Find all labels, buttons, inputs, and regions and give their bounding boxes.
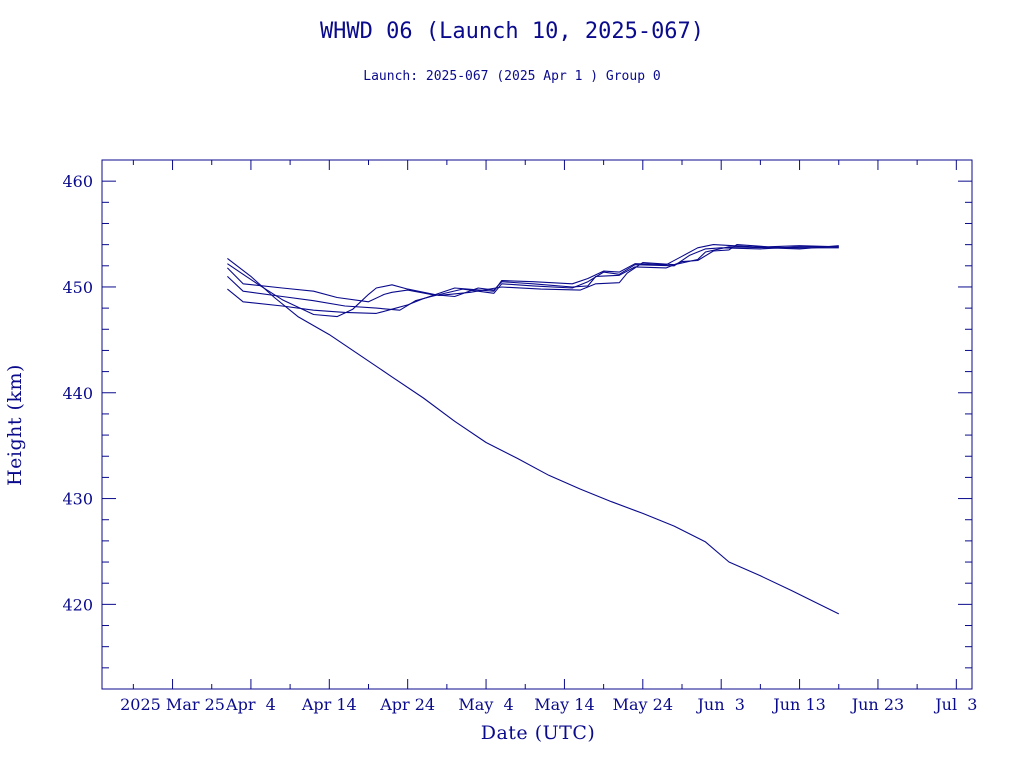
y-tick-label: 460 <box>62 172 93 191</box>
x-tick-label: Apr 14 <box>301 695 357 714</box>
x-tick-label: Apr 4 <box>225 695 276 714</box>
x-tick-label: May 4 <box>458 695 513 714</box>
x-axis-label: Date (UTC) <box>481 722 596 744</box>
x-tick-label: 2025 Mar 25 <box>120 695 225 714</box>
series-line-2 <box>227 244 839 303</box>
axis-tick-labels: 2025 Mar 25 Apr 4 Apr 14 Apr 24 May 4 May 14 M… <box>62 172 977 714</box>
y-tick-label: 440 <box>62 384 93 403</box>
x-tick-label: Jun 13 <box>771 695 825 714</box>
series-lines <box>227 244 840 615</box>
series-line-1 <box>227 257 840 615</box>
series-line-5 <box>227 245 839 318</box>
y-axis-label: Height (km) <box>4 364 26 486</box>
series-line-4 <box>227 244 839 314</box>
chart-title: WHWD 06 (Launch 10, 2025-067) <box>320 19 704 44</box>
x-tick-label: May 14 <box>534 695 594 714</box>
y-tick-label: 450 <box>62 278 93 297</box>
x-tick-label: Jun 23 <box>850 695 904 714</box>
axis-ticks <box>102 159 972 690</box>
y-tick-label: 420 <box>62 595 93 614</box>
y-tick-label: 430 <box>62 490 93 509</box>
chart-subtitle: Launch: 2025-067 (2025 Apr 1 ) Group 0 <box>363 69 660 84</box>
x-tick-label: May 24 <box>613 695 673 714</box>
x-tick-label: Jun 3 <box>696 695 745 714</box>
series-line-3 <box>227 246 839 311</box>
x-tick-label: Jul 3 <box>933 695 977 714</box>
plot-frame <box>101 159 973 690</box>
x-tick-label: Apr 24 <box>379 695 435 714</box>
